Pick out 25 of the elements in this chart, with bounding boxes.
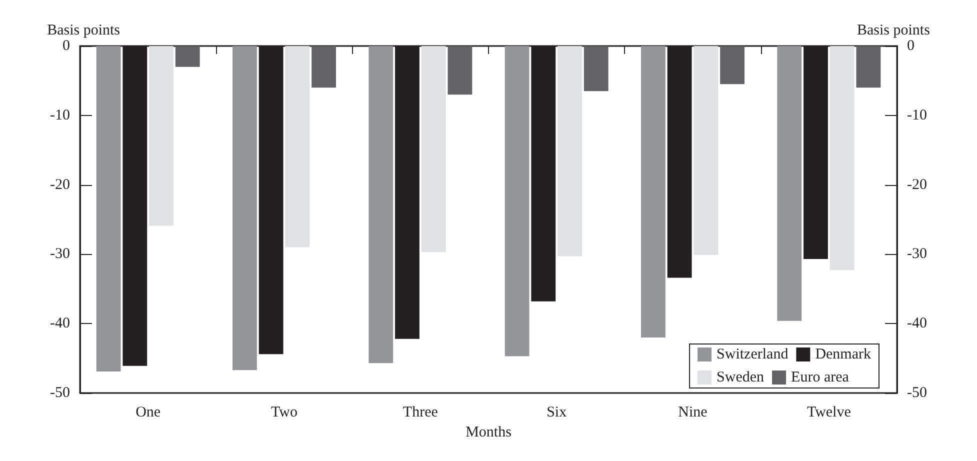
legend-label: Switzerland xyxy=(716,346,789,362)
y2-tick-label: -20 xyxy=(907,176,927,193)
x-tick-label: Nine xyxy=(678,404,708,420)
y2-tick-label: -40 xyxy=(907,316,927,332)
y-tick-label: -50 xyxy=(50,385,70,401)
x-tick-label: Two xyxy=(271,404,298,420)
x-axis-title: Months xyxy=(466,424,512,440)
y-tick-label: -10 xyxy=(50,107,70,124)
y2-tick-label: -10 xyxy=(907,107,927,124)
y-tick-label: -30 xyxy=(50,246,70,262)
legend-label: Sweden xyxy=(716,370,765,386)
y2-tick-label: -50 xyxy=(907,385,927,401)
x-tick-label: One xyxy=(136,404,161,420)
x-tick-label: Six xyxy=(546,404,568,420)
y2-tick-label: -30 xyxy=(907,246,927,262)
y-tick-label: -40 xyxy=(50,316,70,332)
y-tick-label: -20 xyxy=(50,176,70,193)
x-tick-label: Three xyxy=(402,404,438,420)
y2-tick-label: 0 xyxy=(907,38,914,54)
legend-label: Denmark xyxy=(815,346,872,362)
y2-axis-title: Basis points xyxy=(857,22,930,38)
x-tick-label: Twelve xyxy=(806,404,852,420)
legend-label: Euro area xyxy=(791,370,850,386)
y-tick-label: 0 xyxy=(62,38,70,54)
y-axis-title: Basis points xyxy=(47,22,120,38)
